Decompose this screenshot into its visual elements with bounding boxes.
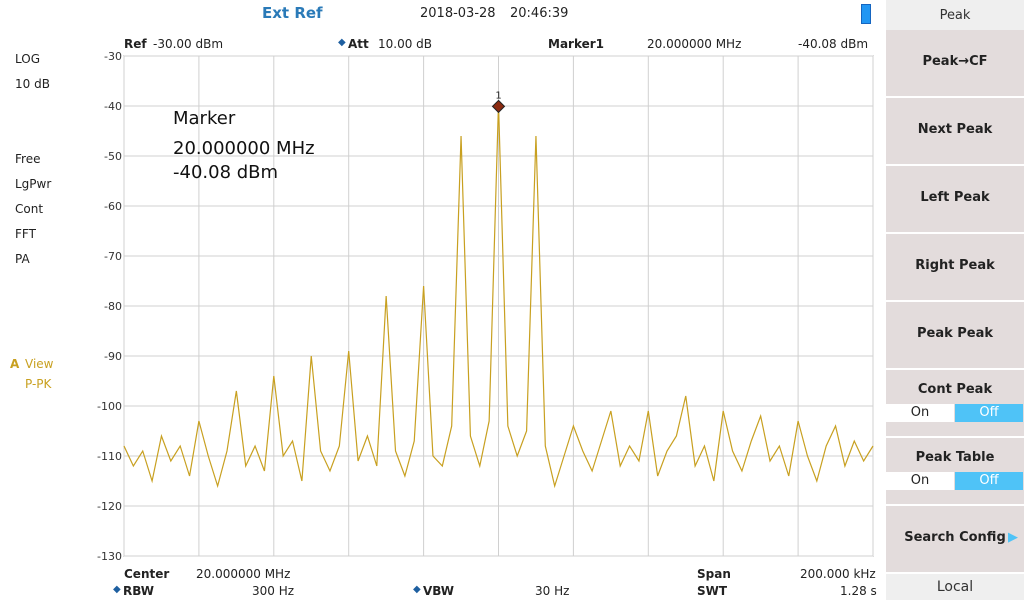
menu-button-label: Cont Peak bbox=[917, 382, 993, 397]
rbw-label: RBW bbox=[123, 584, 154, 598]
menu-button-label: Search Config bbox=[904, 530, 1006, 545]
y-tick-label: -100 bbox=[97, 400, 122, 413]
menu-button-label: Peak Peak bbox=[916, 326, 994, 341]
rbw-value: 300 Hz bbox=[252, 584, 295, 598]
battery-icon bbox=[861, 4, 871, 24]
toggle-option[interactable]: On bbox=[886, 404, 954, 422]
mode: FFT bbox=[15, 227, 36, 241]
vbw-value: 30 Hz bbox=[535, 584, 570, 598]
y-tick-label: -80 bbox=[104, 300, 122, 313]
y-tick-label: -40 bbox=[104, 100, 122, 113]
mode: LgPwr bbox=[15, 177, 52, 191]
menu-button[interactable]: Peak Table On Off bbox=[886, 438, 1024, 506]
toggle-option[interactable]: Off bbox=[955, 472, 1023, 490]
att-icon: ◆ bbox=[338, 37, 346, 48]
y-tick-label: -70 bbox=[104, 250, 122, 263]
mode: PA bbox=[15, 252, 30, 266]
rbw-icon: ◆ bbox=[113, 584, 121, 595]
menu-button-label: Right Peak bbox=[915, 258, 995, 273]
y-tick-label: -60 bbox=[104, 200, 122, 213]
annotation-freq: 20.000000 MHz bbox=[173, 138, 315, 159]
menu-button-label: Peak Table bbox=[915, 450, 995, 465]
y-tick-label: -130 bbox=[97, 550, 122, 563]
center-label: Center bbox=[124, 567, 170, 581]
menu-button[interactable]: Next Peak bbox=[886, 98, 1024, 166]
marker-point bbox=[491, 99, 506, 114]
submenu-arrow: ▶ bbox=[1008, 530, 1018, 545]
swt-label: SWT bbox=[697, 584, 728, 598]
y-tick-label: -120 bbox=[97, 500, 122, 513]
annotation-title: Marker bbox=[173, 108, 236, 129]
marker-freq: 20.000000 MHz bbox=[647, 37, 742, 51]
ref-label: Ref bbox=[124, 37, 147, 51]
scale-div: 10 dB bbox=[15, 77, 50, 91]
trace-id: A bbox=[10, 357, 20, 371]
att-label: Att bbox=[348, 37, 369, 51]
marker-label: 1 bbox=[495, 90, 501, 101]
mode: Free bbox=[15, 152, 41, 166]
local-button[interactable]: Local bbox=[886, 574, 1024, 600]
menu-button-label: Next Peak bbox=[917, 122, 993, 137]
span-value: 200.000 kHz bbox=[800, 567, 876, 581]
marker-label: Marker1 bbox=[548, 37, 605, 51]
trace-mode: View bbox=[25, 357, 54, 371]
toggle-option[interactable]: On bbox=[886, 472, 954, 490]
menu-button[interactable]: Peak Peak bbox=[886, 302, 1024, 370]
center-value: 20.000000 MHz bbox=[196, 567, 291, 581]
menu-button[interactable]: Cont Peak On Off bbox=[886, 370, 1024, 438]
grid bbox=[123, 55, 874, 557]
header: Ext Ref 2018-03-28 20:46:39 bbox=[0, 0, 884, 28]
att-value: 10.00 dB bbox=[378, 37, 433, 51]
menu-button[interactable]: Left Peak bbox=[886, 166, 1024, 234]
vbw-icon: ◆ bbox=[413, 584, 421, 595]
marker-level: -40.08 dBm bbox=[798, 37, 869, 51]
menu-button-label: Left Peak bbox=[920, 190, 990, 205]
y-tick-label: -110 bbox=[97, 450, 122, 463]
y-tick-label: -30 bbox=[104, 50, 122, 63]
scale-type: LOG bbox=[15, 52, 41, 66]
date: 2018-03-28 bbox=[420, 6, 496, 21]
menu-button[interactable]: Search Config ▶ bbox=[886, 506, 1024, 574]
spectrum-chart: Marker 20.000000 MHz -40.08 dBm -30 -40 -5… bbox=[97, 50, 874, 563]
time: 20:46:39 bbox=[510, 6, 569, 21]
toggle-option[interactable]: Off bbox=[955, 404, 1023, 422]
y-tick-label: -50 bbox=[104, 150, 122, 163]
menu-button-label: Peak→CF bbox=[922, 54, 988, 69]
mode: Cont bbox=[15, 202, 44, 216]
menu-button[interactable]: Peak→CF bbox=[886, 30, 1024, 98]
vbw-label: VBW bbox=[423, 584, 455, 598]
swt-value: 1.28 s bbox=[840, 584, 877, 598]
menu-button[interactable]: Right Peak bbox=[886, 234, 1024, 302]
span-label: Span bbox=[697, 567, 731, 581]
y-tick-label: -90 bbox=[104, 350, 122, 363]
annotation-level: -40.08 dBm bbox=[173, 162, 278, 183]
ref-source: Ext Ref bbox=[262, 4, 323, 22]
menu-title: Peak bbox=[886, 0, 1024, 31]
ref-value: -30.00 dBm bbox=[153, 37, 224, 51]
detector: P-PK bbox=[25, 377, 52, 391]
